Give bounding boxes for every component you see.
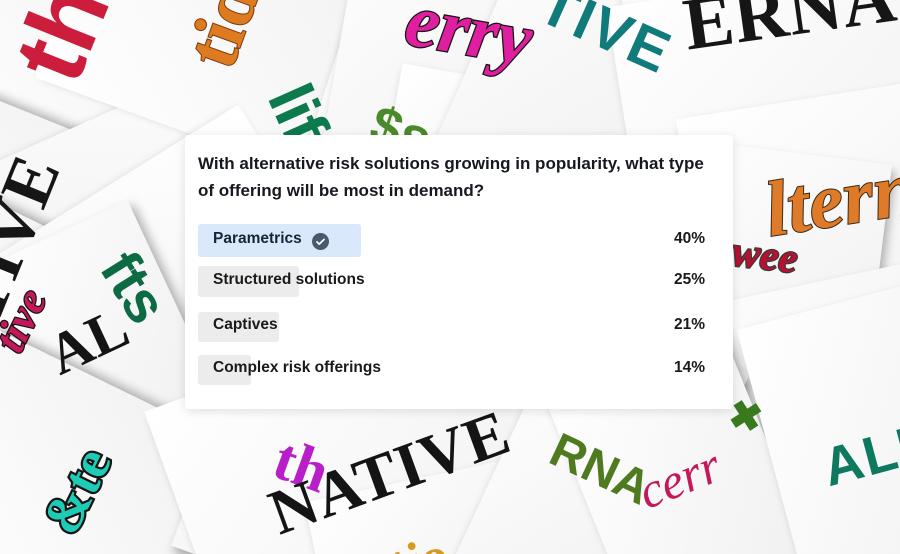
svg-text:wee: wee bbox=[730, 229, 800, 283]
